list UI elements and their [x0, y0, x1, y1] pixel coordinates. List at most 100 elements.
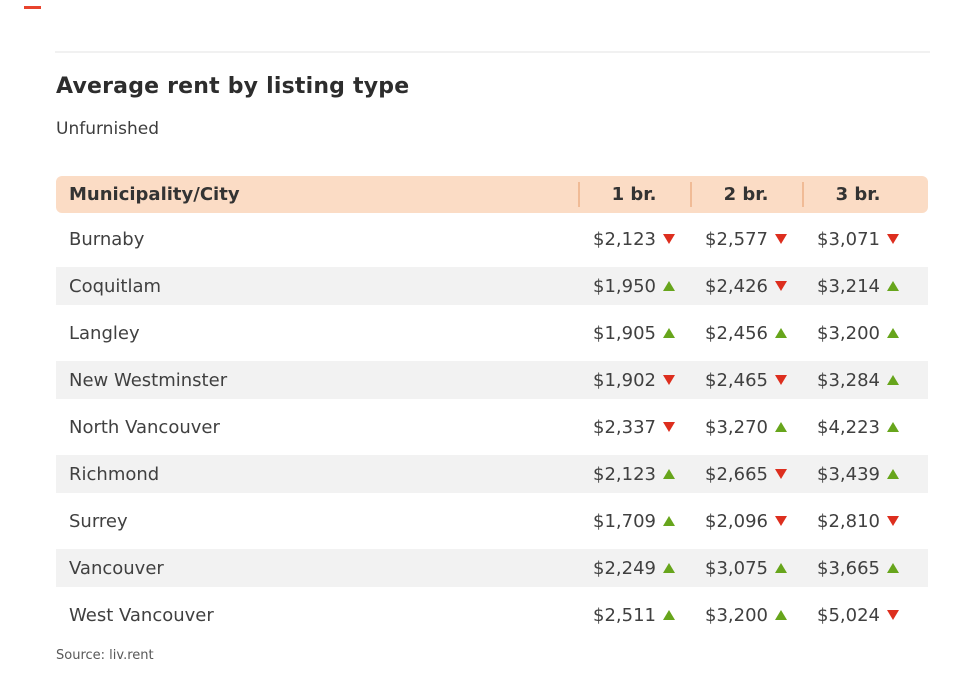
rent-table: Municipality/City 1 br. 2 br. 3 br. Burn…	[56, 176, 928, 634]
price-value: $2,337	[593, 416, 656, 438]
table-row: West Vancouver $2,511 $3,200 $5,024	[56, 596, 928, 634]
trend-up-icon	[774, 563, 787, 573]
table-header-row: Municipality/City 1 br. 2 br. 3 br.	[56, 176, 928, 213]
city-cell: North Vancouver	[69, 416, 220, 438]
price-value: $2,810	[817, 510, 880, 532]
trend-down-icon	[774, 516, 787, 526]
trend-down-icon	[886, 610, 899, 620]
price-value: $2,249	[593, 557, 656, 579]
price-value: $2,426	[705, 275, 768, 297]
table-rows: Burnaby $2,123 $2,577 $3,071 Coquitlam $…	[56, 220, 928, 634]
trend-up-icon	[662, 328, 675, 338]
price-cell-3br: $4,223	[802, 417, 914, 438]
price-value: $2,123	[593, 228, 656, 250]
price-value: $3,200	[817, 322, 880, 344]
price-cell-1br: $1,902	[578, 370, 690, 391]
table-row: Burnaby $2,123 $2,577 $3,071	[56, 220, 928, 258]
column-header-2br: 2 br.	[690, 176, 802, 213]
price-cell-3br: $5,024	[802, 605, 914, 626]
price-cell-3br: $3,439	[802, 464, 914, 485]
price-cell-2br: $3,200	[690, 605, 802, 626]
trend-down-icon	[774, 281, 787, 291]
price-cell-1br: $1,905	[578, 323, 690, 344]
price-value: $1,950	[593, 275, 656, 297]
price-value: $3,214	[817, 275, 880, 297]
trend-down-icon	[774, 375, 787, 385]
trend-up-icon	[886, 422, 899, 432]
trend-down-icon	[662, 375, 675, 385]
price-cell-2br: $2,096	[690, 511, 802, 532]
city-cell: New Westminster	[69, 369, 228, 391]
trend-up-icon	[886, 375, 899, 385]
price-cell-3br: $3,071	[802, 229, 914, 250]
city-cell: Richmond	[69, 463, 160, 485]
price-value: $1,902	[593, 369, 656, 391]
city-cell: Vancouver	[69, 557, 164, 579]
table-row: Vancouver $2,249 $3,075 $3,665	[56, 549, 928, 587]
trend-up-icon	[886, 281, 899, 291]
price-value: $2,123	[593, 463, 656, 485]
price-value: $3,200	[705, 604, 768, 626]
price-value: $2,096	[705, 510, 768, 532]
price-value: $2,577	[705, 228, 768, 250]
table-row: Langley $1,905 $2,456 $3,200	[56, 314, 928, 352]
trend-up-icon	[774, 422, 787, 432]
price-cell-1br: $2,123	[578, 464, 690, 485]
price-cell-2br: $2,665	[690, 464, 802, 485]
city-cell: West Vancouver	[69, 604, 214, 626]
price-value: $3,270	[705, 416, 768, 438]
trend-down-icon	[886, 234, 899, 244]
trend-down-icon	[662, 422, 675, 432]
price-cell-3br: $3,214	[802, 276, 914, 297]
price-cell-1br: $1,709	[578, 511, 690, 532]
trend-down-icon	[886, 516, 899, 526]
table-row: Richmond $2,123 $2,665 $3,439	[56, 455, 928, 493]
price-cell-2br: $3,075	[690, 558, 802, 579]
price-cell-2br: $2,456	[690, 323, 802, 344]
page-title: Average rent by listing type	[56, 74, 410, 99]
price-value: $1,905	[593, 322, 656, 344]
table-row: Coquitlam $1,950 $2,426 $3,214	[56, 267, 928, 305]
city-cell: Burnaby	[69, 228, 145, 250]
price-cell-3br: $2,810	[802, 511, 914, 532]
price-value: $2,465	[705, 369, 768, 391]
price-cell-1br: $2,337	[578, 417, 690, 438]
trend-up-icon	[886, 328, 899, 338]
trend-down-icon	[774, 234, 787, 244]
trend-up-icon	[774, 610, 787, 620]
city-cell: Coquitlam	[69, 275, 162, 297]
price-value: $2,665	[705, 463, 768, 485]
price-value: $3,439	[817, 463, 880, 485]
trend-up-icon	[774, 328, 787, 338]
brand-dash-icon	[24, 6, 41, 9]
column-header-3br: 3 br.	[802, 176, 914, 213]
price-cell-2br: $2,426	[690, 276, 802, 297]
column-header-1br: 1 br.	[578, 176, 690, 213]
price-value: $2,456	[705, 322, 768, 344]
trend-up-icon	[662, 516, 675, 526]
price-cell-2br: $2,465	[690, 370, 802, 391]
trend-up-icon	[662, 563, 675, 573]
price-cell-1br: $2,249	[578, 558, 690, 579]
table-row: Surrey $1,709 $2,096 $2,810	[56, 502, 928, 540]
table-row: New Westminster $1,902 $2,465 $3,284	[56, 361, 928, 399]
trend-up-icon	[662, 281, 675, 291]
price-value: $3,075	[705, 557, 768, 579]
price-value: $3,071	[817, 228, 880, 250]
trend-down-icon	[662, 234, 675, 244]
price-cell-3br: $3,665	[802, 558, 914, 579]
page-subtitle: Unfurnished	[56, 119, 160, 139]
price-value: $5,024	[817, 604, 880, 626]
price-value: $2,511	[593, 604, 656, 626]
price-cell-1br: $2,123	[578, 229, 690, 250]
price-cell-1br: $1,950	[578, 276, 690, 297]
price-cell-2br: $2,577	[690, 229, 802, 250]
price-cell-3br: $3,284	[802, 370, 914, 391]
source-caption: Source: liv.rent	[56, 648, 154, 663]
trend-up-icon	[886, 563, 899, 573]
trend-down-icon	[774, 469, 787, 479]
trend-up-icon	[662, 610, 675, 620]
price-cell-1br: $2,511	[578, 605, 690, 626]
price-value: $3,284	[817, 369, 880, 391]
